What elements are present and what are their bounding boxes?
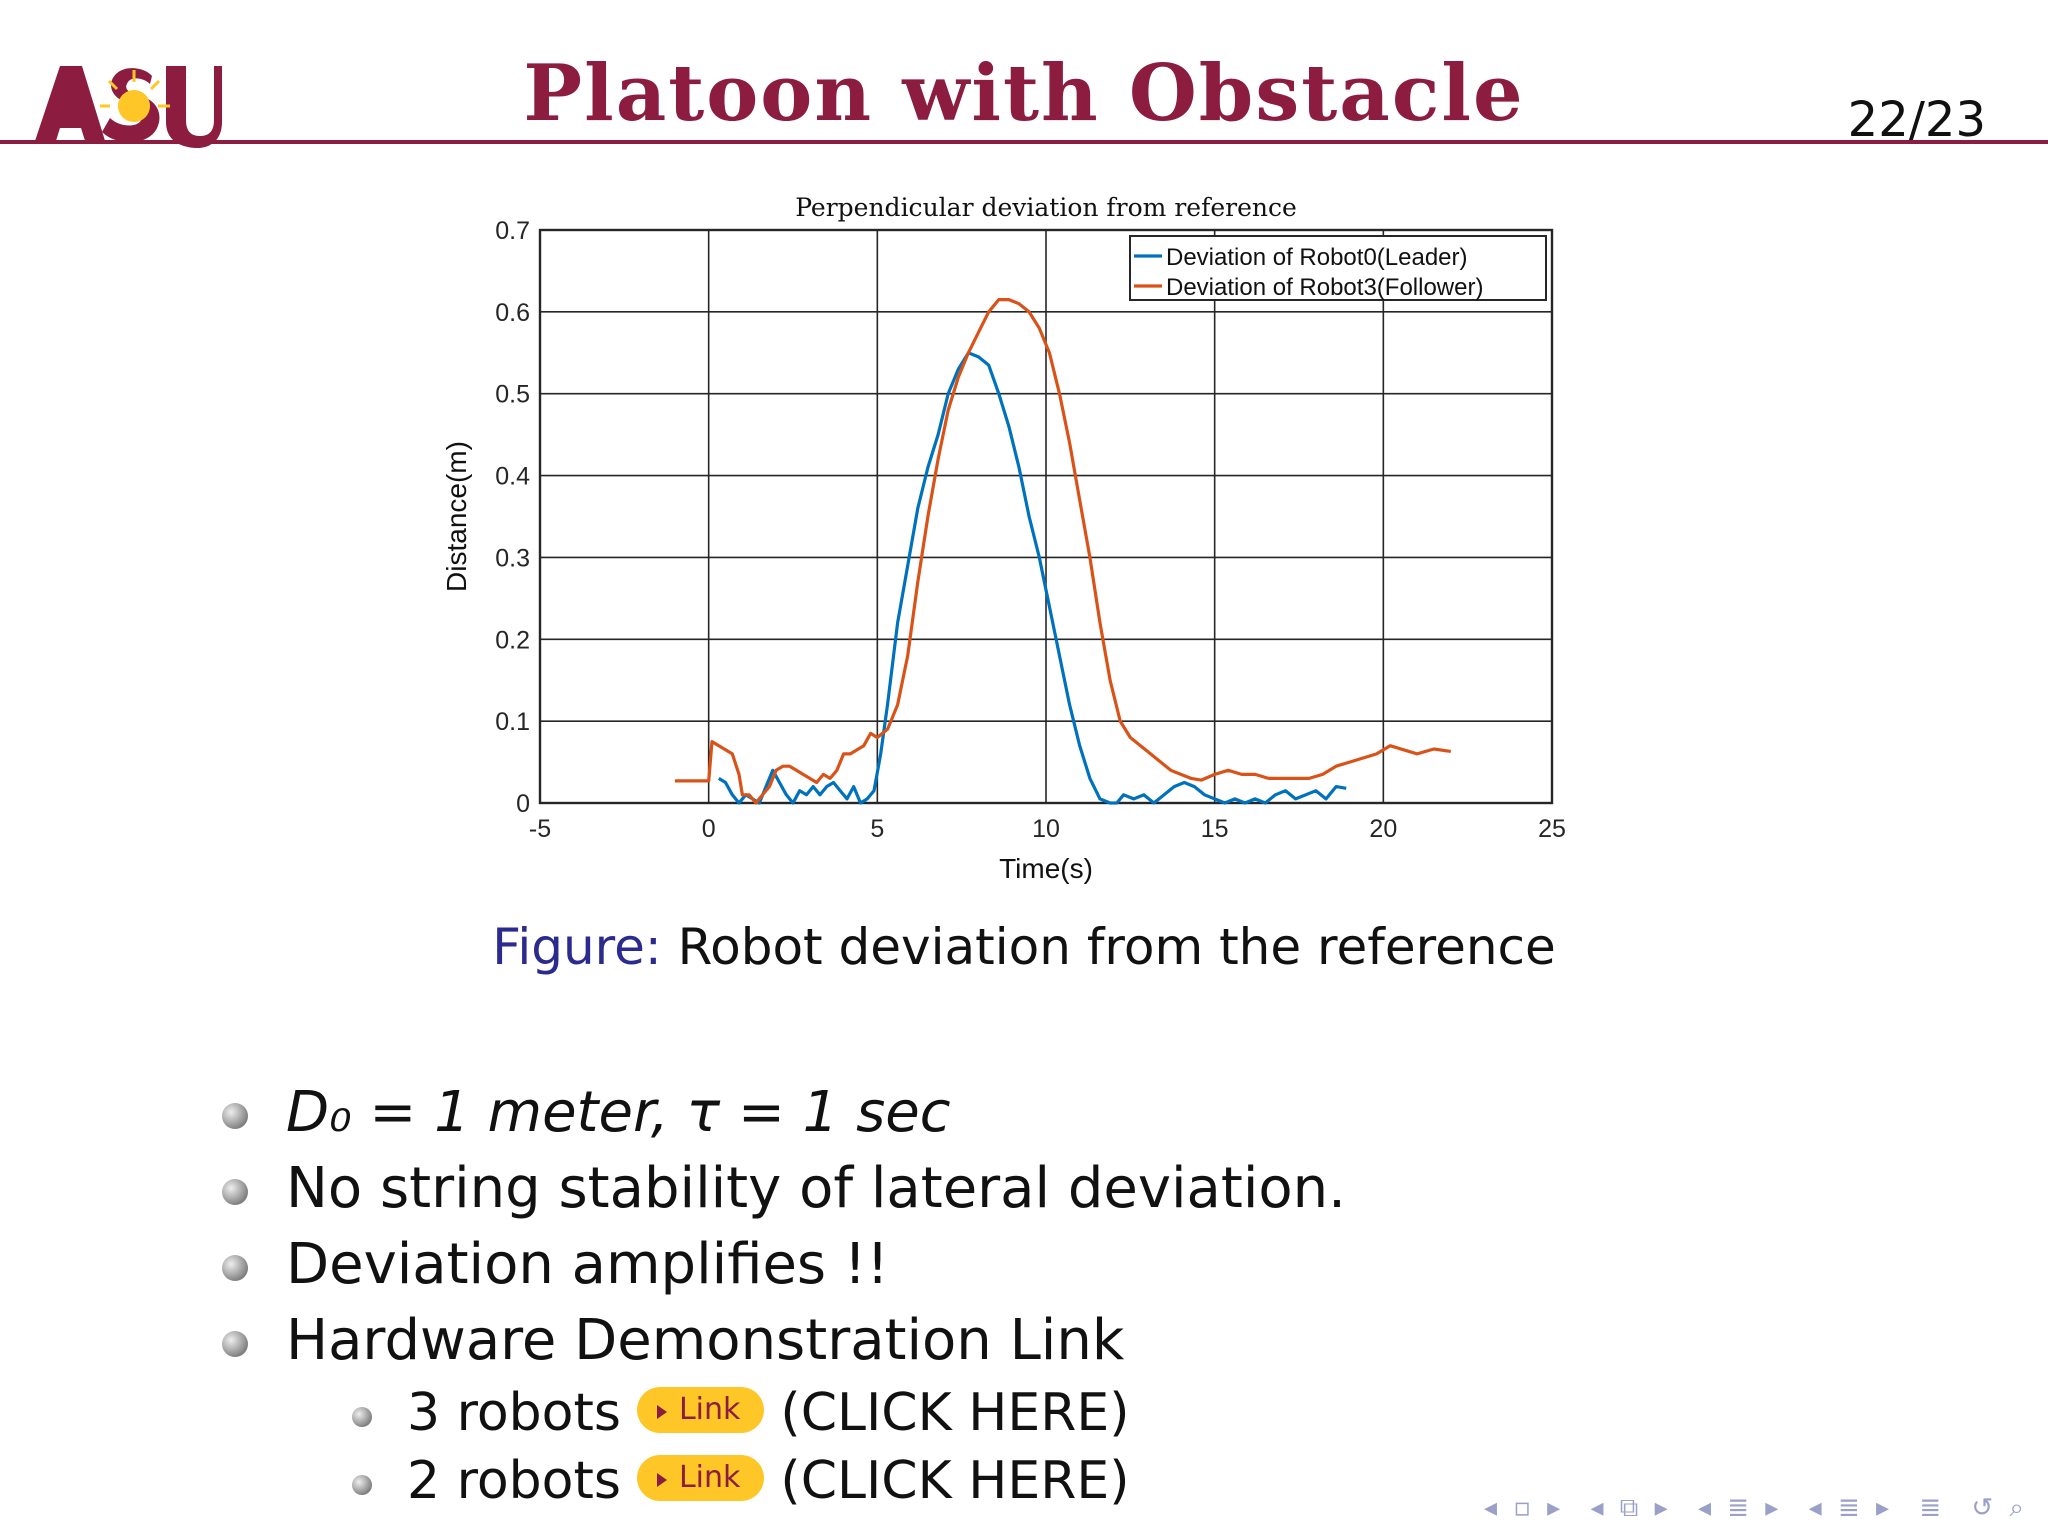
x-axis-label: Time(s) [999,853,1093,884]
sub-bullet-item: 3 robots Link (CLICK HERE) [222,1379,1622,1447]
bullet-text: D₀ = 1 meter, τ = 1 sec [286,1080,951,1145]
click-here-text[interactable]: (CLICK HERE) [780,1451,1130,1511]
x-tick-label: 5 [870,815,884,843]
caption-label: Figure: [492,918,662,976]
y-tick-label: 0.2 [495,626,530,654]
x-tick-label: 20 [1369,815,1397,843]
bullet-item: D₀ = 1 meter, τ = 1 sec [222,1075,1622,1151]
bullet-item: Deviation amplifies !! [222,1227,1622,1303]
x-tick-label: 25 [1538,815,1566,843]
nav-frame-icon[interactable]: ◂ ▫ ▸ [1483,1493,1565,1523]
legend-box [1129,235,1547,301]
x-tick-label: -5 [529,815,551,843]
legend-entry: Deviation of Robot0(Leader) [1166,244,1468,271]
nav-search-icon[interactable]: ↺ ⌕ [1971,1493,2028,1523]
beamer-navigation-bar: ◂ ▫ ▸ ◂ ⧉ ▸ ◂ ≣ ▸ ◂ ≣ ▸ ≣ ↺ ⌕ [1470,1493,2028,1524]
deviation-chart: -5 0 5 10 15 20 2500.10.20.30.40.50.60.7Perpen… [441,193,1566,884]
bullet-icon [222,1179,248,1205]
click-here-text[interactable]: (CLICK HERE) [780,1383,1130,1443]
sub-bullet-text: 3 robots [407,1383,621,1443]
slide-title: Platoon with Obstacle [523,48,1525,139]
bullet-text: Hardware Demonstration Link [286,1308,1125,1373]
sub-bullet-icon [352,1475,372,1495]
x-tick-label: 0 [702,815,716,843]
bullet-icon [222,1331,248,1357]
y-axis-label: Distance(m) [441,441,472,592]
y-tick-label: 0.4 [495,463,530,491]
asu-logo: ® [34,66,222,148]
y-tick-label: 0.1 [495,708,530,736]
y-tick-label: 0.7 [495,217,530,245]
bullet-icon [222,1103,248,1129]
link-button-label: Link [678,1392,741,1427]
nav-document-icon[interactable]: ◂ ≣ ▸ [1808,1493,1894,1523]
y-tick-label: 0.6 [495,299,530,327]
link-button[interactable]: Link [636,1455,765,1501]
legend-entry: Deviation of Robot3(Follower) [1166,274,1483,301]
slide-header: ® Platoon with Obstacle 22/23 [0,0,2048,150]
link-button[interactable]: Link [636,1387,765,1433]
sub-bullet-icon [352,1407,372,1427]
bullet-item: Hardware Demonstration Link [222,1303,1622,1379]
series-line-follower [674,298,1452,805]
y-tick-label: 0.5 [495,381,530,409]
bullet-text: Deviation amplifies !! [286,1232,889,1297]
x-tick-label: 10 [1032,815,1060,843]
y-tick-label: 0 [516,790,530,818]
sub-bullet-item: 2 robots Link (CLICK HERE) [222,1447,1622,1515]
series-line-leader [717,351,1347,805]
x-tick-label: 15 [1201,815,1229,843]
link-button-label: Link [678,1460,741,1495]
play-triangle-icon [656,1405,667,1419]
figure-caption: Figure: Robot deviation from the referen… [0,918,2048,976]
bullet-list: D₀ = 1 meter, τ = 1 sec No string stabil… [222,1075,1622,1515]
nav-subsection-icon[interactable]: ◂ ⧉ ▸ [1590,1493,1672,1523]
svg-text:®: ® [214,67,222,77]
nav-outline-icon[interactable]: ≣ [1919,1493,1946,1523]
y-tick-label: 0.3 [495,544,530,572]
bullet-icon [222,1255,248,1281]
header-divider [0,140,2048,144]
bullet-item: No string stability of lateral deviation… [222,1151,1622,1227]
caption-text: Robot deviation from the reference [677,918,1556,976]
play-triangle-icon [656,1473,667,1487]
plot-frame [538,228,1554,805]
sub-bullet-text: 2 robots [407,1451,621,1511]
chart-title: Perpendicular deviation from reference [795,193,1297,222]
bullet-text: No string stability of lateral deviation… [286,1156,1346,1221]
page-number: 22/23 [1847,92,1986,148]
nav-section-icon[interactable]: ◂ ≣ ▸ [1697,1493,1783,1523]
